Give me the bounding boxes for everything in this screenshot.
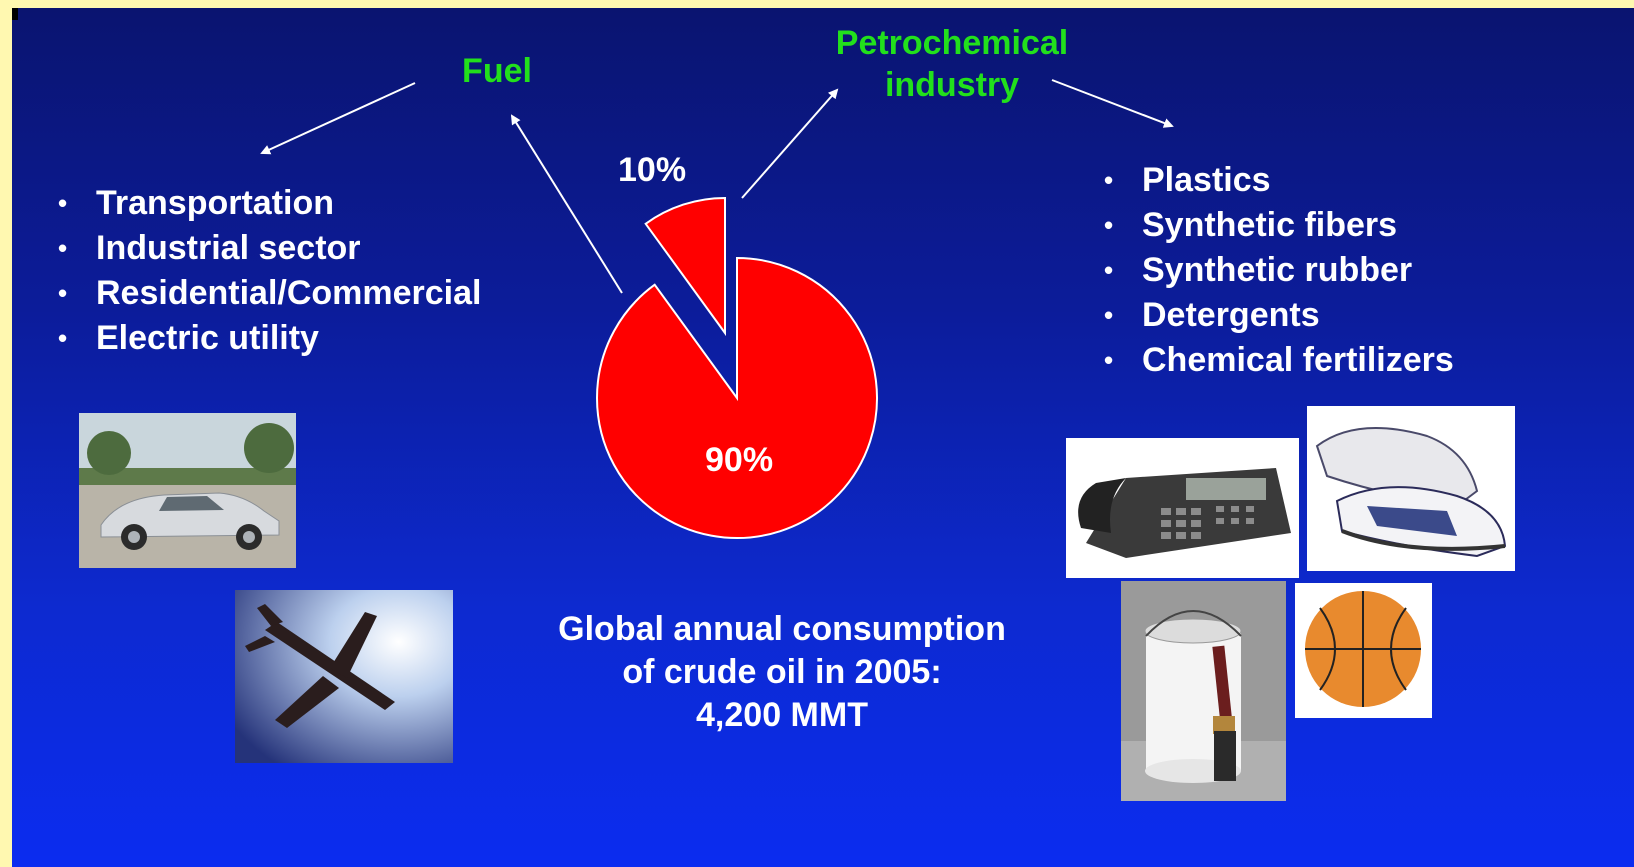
arrow-petro-to-products [1051, 79, 1174, 128]
pie-chart [260, 79, 1174, 539]
arrow-pie-to-fuel [510, 114, 623, 294]
arrow-slice-to-petro [741, 88, 839, 199]
fuel-use-item: Industrial sector [56, 226, 481, 271]
petrochemical-products-list: PlasticsSynthetic fibersSynthetic rubber… [1102, 158, 1454, 388]
summary-line-3: 4,200 MMT [696, 696, 868, 734]
sneakers-photo [1307, 406, 1515, 571]
petro-product-item: Detergents [1102, 293, 1454, 338]
arrow-fuel-to-uses [260, 82, 416, 155]
car-photo [79, 413, 296, 568]
fuel-use-item: Residential/Commercial [56, 271, 481, 316]
petrochemical-label-line2: industry [884, 66, 1020, 104]
pie-slice-petrochemical [644, 196, 726, 337]
petro-product-item: Synthetic rubber [1102, 248, 1454, 293]
petro-product-item: Chemical fertilizers [1102, 338, 1454, 383]
petro-product-item: Synthetic fibers [1102, 203, 1454, 248]
petro-product-item: Plastics [1102, 158, 1454, 203]
petrochemical-label-line1: Petrochemical [835, 24, 1069, 62]
summary-line-2: of crude oil in 2005: [622, 653, 942, 691]
petrochemical-label: Petrochemical industry [812, 22, 1092, 106]
slice-label-10: 10% [618, 151, 687, 189]
paint-can-photo [1121, 581, 1286, 801]
slide: Fuel Petrochemical industry 10% 90% Tran… [12, 8, 1634, 867]
summary-line-1: Global annual consumption [558, 610, 1006, 648]
corner-mark [12, 8, 18, 20]
fuel-use-item: Transportation [56, 181, 481, 226]
pie-slice-fuel [596, 256, 878, 539]
consumption-summary: Global annual consumption of crude oil i… [512, 608, 1052, 737]
slice-label-90: 90% [705, 441, 774, 479]
fuel-label: Fuel [462, 52, 532, 90]
fuel-use-item: Electric utility [56, 316, 481, 361]
airplane-photo [235, 590, 453, 763]
fuel-uses-list: TransportationIndustrial sectorResidenti… [56, 181, 481, 361]
basketball-photo [1295, 583, 1432, 718]
telephone-photo [1066, 438, 1299, 578]
